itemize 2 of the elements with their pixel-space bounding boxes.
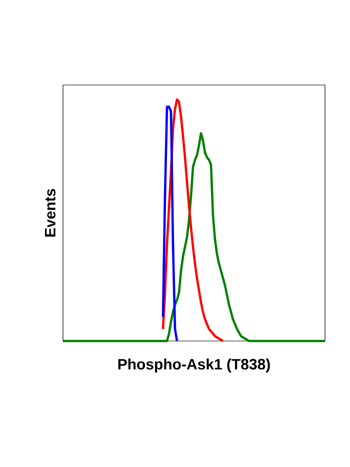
x-axis-title: Phospho-Ask1 (T838) (118, 358, 270, 373)
y-axis-title: Events (45, 189, 56, 237)
